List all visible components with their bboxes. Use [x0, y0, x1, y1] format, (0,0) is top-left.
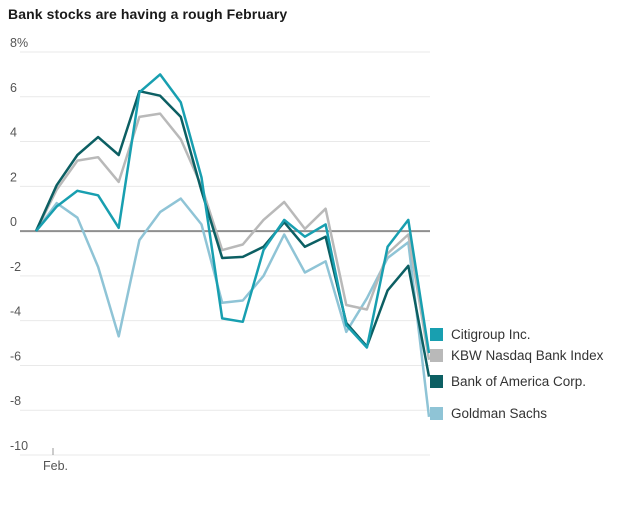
- legend: Citigroup Inc. KBW Nasdaq Bank Index Ban…: [430, 327, 603, 421]
- legend-label: Goldman Sachs: [451, 406, 548, 421]
- y-axis-label: -4: [10, 305, 21, 319]
- legend-label: Citigroup Inc.: [451, 327, 531, 342]
- legend-label: KBW Nasdaq Bank Index: [451, 348, 604, 363]
- series-line-goldman-sachs: [34, 197, 431, 418]
- legend-item-bofa[interactable]: Bank of America Corp.: [430, 374, 603, 389]
- y-axis-label: 8%: [10, 36, 28, 50]
- goldman-swatch-icon: [430, 407, 443, 420]
- legend-item-kbw[interactable]: KBW Nasdaq Bank Index: [430, 348, 603, 363]
- series-line-kbw-nasdaq-bank-index: [34, 112, 431, 361]
- bofa-swatch-icon: [430, 375, 443, 388]
- y-axis-label: 4: [10, 126, 17, 140]
- y-axis-label: 2: [10, 170, 17, 184]
- y-axis-label: -2: [10, 260, 21, 274]
- kbw-swatch-icon: [430, 349, 443, 362]
- series-line-citigroup-inc: [35, 73, 431, 354]
- y-axis-label: -10: [10, 439, 28, 453]
- y-axis-label: 6: [10, 81, 17, 95]
- chart-title: Bank stocks are having a rough February: [8, 6, 288, 22]
- x-axis-label: Feb.: [43, 459, 68, 473]
- legend-item-goldman[interactable]: Goldman Sachs: [430, 406, 603, 421]
- y-axis-label: -8: [10, 394, 21, 408]
- y-axis-label: 0: [10, 215, 17, 229]
- legend-label: Bank of America Corp.: [451, 374, 587, 389]
- y-axis-label: -6: [10, 349, 21, 363]
- legend-item-citigroup[interactable]: Citigroup Inc.: [430, 327, 603, 342]
- citigroup-swatch-icon: [430, 328, 443, 341]
